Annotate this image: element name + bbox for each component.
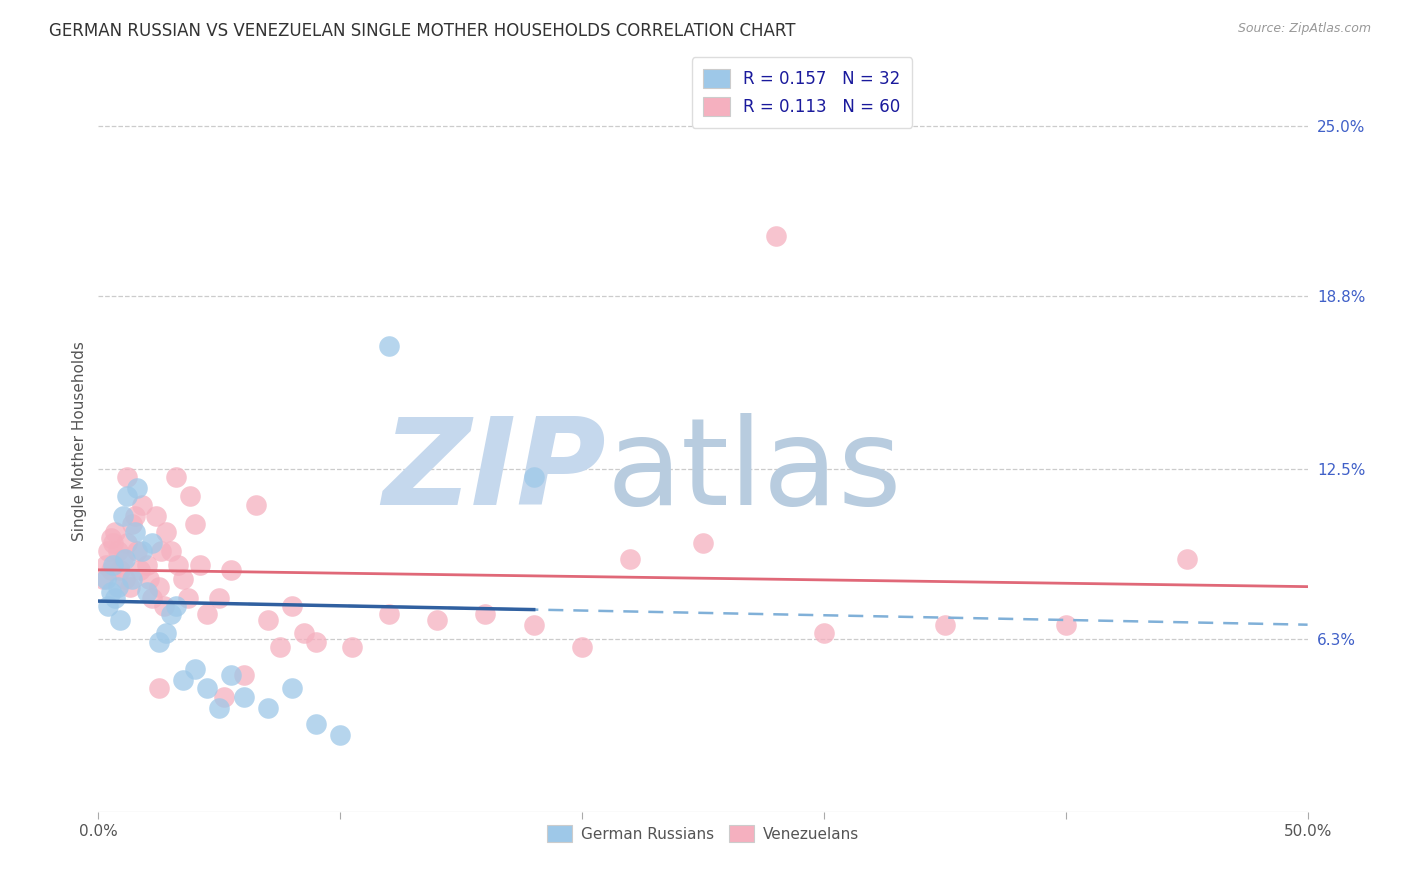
Point xyxy=(281,681,304,696)
Point xyxy=(221,563,243,577)
Point xyxy=(150,544,173,558)
Point xyxy=(114,552,136,566)
Point xyxy=(121,516,143,531)
Point xyxy=(619,552,641,566)
Point xyxy=(101,536,124,550)
Point xyxy=(160,544,183,558)
Point xyxy=(474,607,496,622)
Text: atlas: atlas xyxy=(606,413,901,530)
Point xyxy=(342,640,364,655)
Point xyxy=(155,626,177,640)
Point xyxy=(177,591,200,605)
Point xyxy=(232,667,254,681)
Point xyxy=(292,626,315,640)
Point xyxy=(118,580,141,594)
Point xyxy=(94,572,117,586)
Point xyxy=(1054,618,1077,632)
Point xyxy=(145,508,167,523)
Point xyxy=(281,599,304,613)
Point xyxy=(94,558,117,572)
Point xyxy=(131,498,153,512)
Point xyxy=(117,489,139,503)
Point xyxy=(571,640,593,655)
Point xyxy=(114,572,136,586)
Point xyxy=(108,613,131,627)
Point xyxy=(148,681,170,696)
Point xyxy=(97,544,120,558)
Point xyxy=(256,613,278,627)
Point xyxy=(127,481,149,495)
Point xyxy=(184,662,207,676)
Point xyxy=(108,563,131,577)
Point xyxy=(195,607,218,622)
Point xyxy=(121,572,143,586)
Point xyxy=(305,634,328,648)
Point xyxy=(138,572,160,586)
Point xyxy=(172,673,194,687)
Point xyxy=(117,470,139,484)
Point xyxy=(107,544,129,558)
Point xyxy=(523,618,546,632)
Point xyxy=(155,524,177,539)
Point xyxy=(148,634,170,648)
Point xyxy=(97,599,120,613)
Text: ZIP: ZIP xyxy=(382,413,606,530)
Point xyxy=(100,585,122,599)
Point xyxy=(107,580,129,594)
Point xyxy=(104,524,127,539)
Point xyxy=(256,700,278,714)
Point xyxy=(100,563,122,577)
Point xyxy=(195,681,218,696)
Point xyxy=(135,585,157,599)
Point xyxy=(245,498,267,512)
Point xyxy=(117,536,139,550)
Point xyxy=(305,717,328,731)
Point xyxy=(692,536,714,550)
Point xyxy=(111,552,134,566)
Point xyxy=(329,728,352,742)
Point xyxy=(100,531,122,545)
Point xyxy=(167,558,190,572)
Point xyxy=(813,626,835,640)
Point xyxy=(131,544,153,558)
Point xyxy=(101,558,124,572)
Point xyxy=(141,591,163,605)
Point xyxy=(135,558,157,572)
Point xyxy=(377,338,399,352)
Point xyxy=(124,524,146,539)
Point xyxy=(124,508,146,523)
Y-axis label: Single Mother Households: Single Mother Households xyxy=(72,342,87,541)
Point xyxy=(152,599,174,613)
Point xyxy=(127,544,149,558)
Point xyxy=(91,572,114,586)
Point xyxy=(172,572,194,586)
Point xyxy=(269,640,291,655)
Point xyxy=(179,489,201,503)
Point xyxy=(1175,552,1198,566)
Point xyxy=(104,591,127,605)
Point xyxy=(148,580,170,594)
Point xyxy=(165,599,187,613)
Point xyxy=(160,607,183,622)
Text: GERMAN RUSSIAN VS VENEZUELAN SINGLE MOTHER HOUSEHOLDS CORRELATION CHART: GERMAN RUSSIAN VS VENEZUELAN SINGLE MOTH… xyxy=(49,22,796,40)
Point xyxy=(212,690,235,704)
Point xyxy=(523,470,546,484)
Legend: German Russians, Venezuelans: German Russians, Venezuelans xyxy=(541,819,865,848)
Point xyxy=(141,536,163,550)
Text: Source: ZipAtlas.com: Source: ZipAtlas.com xyxy=(1237,22,1371,36)
Point xyxy=(184,516,207,531)
Point xyxy=(111,508,134,523)
Point xyxy=(765,228,787,243)
Point xyxy=(165,470,187,484)
Point xyxy=(232,690,254,704)
Point xyxy=(377,607,399,622)
Point xyxy=(426,613,449,627)
Point xyxy=(934,618,956,632)
Point xyxy=(128,563,150,577)
Point xyxy=(208,591,231,605)
Point xyxy=(221,667,243,681)
Point xyxy=(188,558,211,572)
Point xyxy=(208,700,231,714)
